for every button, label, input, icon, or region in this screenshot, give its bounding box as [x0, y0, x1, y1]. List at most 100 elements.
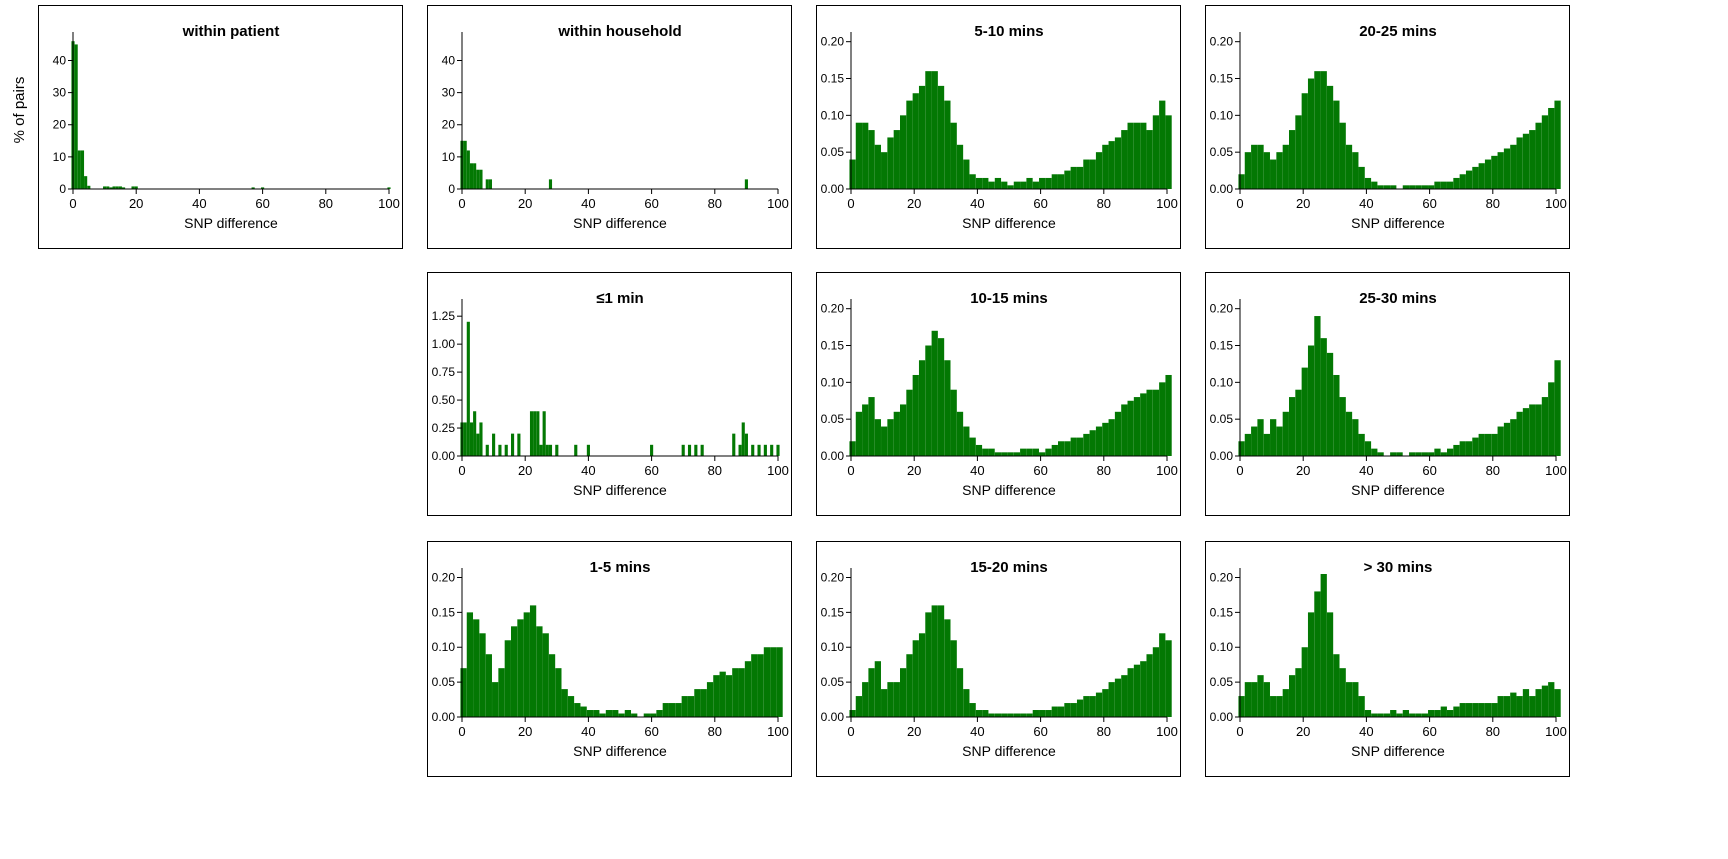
- bar: [950, 389, 957, 456]
- x-tick-label: 100: [1545, 196, 1567, 211]
- bar: [1377, 185, 1384, 189]
- panel-25-30-mins: 25-30 mins 0 20 40 60 80 100 0.00 0.05 0.10 0.15 0.…: [1205, 272, 1570, 516]
- chart-svg: 10-15 mins 0 20 40 60 80 100 0.00 0.05 0.10 0.15 0.…: [821, 290, 1178, 498]
- bar: [1032, 448, 1039, 456]
- bar: [937, 338, 945, 456]
- x-tick-label: 60: [644, 724, 658, 739]
- bar: [1383, 713, 1391, 717]
- bar: [1121, 130, 1128, 189]
- bar: [656, 710, 663, 717]
- bar: [1013, 181, 1021, 189]
- y-tick-label: 0.00: [432, 710, 456, 724]
- y-tick-label: 0.20: [1210, 570, 1234, 584]
- bar: [1146, 389, 1153, 456]
- x-axis-label: SNP difference: [573, 215, 667, 231]
- x-tick-label: 60: [1422, 724, 1436, 739]
- bar: [1020, 448, 1027, 456]
- bar: [681, 696, 688, 717]
- bar: [1440, 181, 1447, 189]
- bar: [1320, 71, 1327, 189]
- bar: [1076, 699, 1084, 717]
- y-tick-label: 0.20: [1210, 302, 1234, 316]
- bar: [542, 411, 546, 456]
- bar: [1371, 448, 1378, 456]
- bar: [536, 626, 543, 717]
- bar: [1478, 703, 1485, 717]
- bar: [1058, 174, 1065, 189]
- bar: [963, 689, 970, 717]
- bar: [1058, 441, 1065, 456]
- bar: [1358, 433, 1365, 456]
- bar: [1409, 713, 1416, 717]
- bar: [479, 633, 486, 717]
- y-tick-label: 0.10: [821, 108, 845, 122]
- bar: [631, 713, 638, 717]
- x-tick-label: 60: [644, 196, 658, 211]
- y-tick-label: 0.10: [432, 640, 456, 654]
- bar: [460, 668, 467, 717]
- bar: [1364, 441, 1372, 456]
- x-tick-label: 20: [518, 463, 532, 478]
- bar: [1529, 130, 1536, 189]
- panel-5-10-mins: 5-10 mins 0 20 40 60 80 100 0.00 0.05 0.10 0.15 0.2…: [816, 5, 1181, 249]
- x-tick-label: 0: [1236, 724, 1243, 739]
- bar: [1364, 177, 1372, 189]
- bar: [1421, 452, 1428, 456]
- y-tick-label: 0.05: [1210, 412, 1234, 426]
- bar: [862, 404, 869, 456]
- y-tick-label: 10: [442, 150, 456, 164]
- x-tick-label: 20: [1296, 724, 1310, 739]
- bar: [1390, 452, 1397, 456]
- bar: [719, 671, 726, 717]
- bar: [1001, 713, 1008, 717]
- chart-svg: within household 0 20 40 60 80 100 0 10 20 30 40 SNP…: [442, 23, 789, 231]
- bar: [855, 696, 863, 717]
- bar: [1377, 713, 1384, 717]
- chart-svg: 20-25 mins 0 20 40 60 80 100 0.00 0.05 0.10 0.15 0.…: [1210, 23, 1567, 231]
- bar: [1127, 122, 1134, 189]
- y-tick-label: 1.25: [432, 309, 456, 323]
- x-tick-label: 0: [458, 463, 465, 478]
- bar: [900, 668, 907, 717]
- bar: [1140, 122, 1147, 189]
- bar: [1333, 654, 1340, 717]
- x-tick-label: 60: [1033, 196, 1047, 211]
- bar: [74, 44, 78, 190]
- y-axis-label-svg: % of pairs: [11, 77, 28, 144]
- bar: [881, 689, 888, 717]
- bar: [900, 115, 907, 189]
- bar: [1428, 452, 1435, 456]
- bar: [1383, 185, 1391, 189]
- bar: [925, 71, 932, 189]
- bar: [751, 654, 758, 717]
- bar: [1465, 703, 1473, 717]
- bar: [473, 163, 477, 189]
- bar: [1270, 419, 1277, 456]
- x-tick-label: 20: [1296, 196, 1310, 211]
- bar: [893, 411, 900, 456]
- bar: [1295, 389, 1302, 456]
- bar: [1529, 696, 1536, 717]
- x-tick-label: 40: [581, 463, 595, 478]
- bar: [912, 640, 919, 717]
- bar: [466, 150, 470, 189]
- x-tick-label: 40: [970, 196, 984, 211]
- bar: [1102, 422, 1109, 456]
- y-tick-label: 40: [53, 53, 67, 67]
- x-tick-label: 40: [970, 724, 984, 739]
- bar: [1026, 448, 1033, 456]
- bar: [694, 689, 701, 717]
- bar: [251, 187, 255, 189]
- bar: [567, 696, 575, 717]
- bar: [1333, 374, 1340, 456]
- bar: [1251, 144, 1258, 189]
- bar: [1095, 426, 1103, 456]
- bar: [1415, 185, 1422, 189]
- bar: [84, 176, 88, 189]
- x-tick-label: 100: [767, 463, 789, 478]
- bar: [618, 713, 625, 717]
- bar: [1447, 181, 1454, 189]
- bar: [975, 444, 983, 456]
- bar: [1434, 181, 1441, 189]
- y-tick-label: 0.05: [1210, 675, 1234, 689]
